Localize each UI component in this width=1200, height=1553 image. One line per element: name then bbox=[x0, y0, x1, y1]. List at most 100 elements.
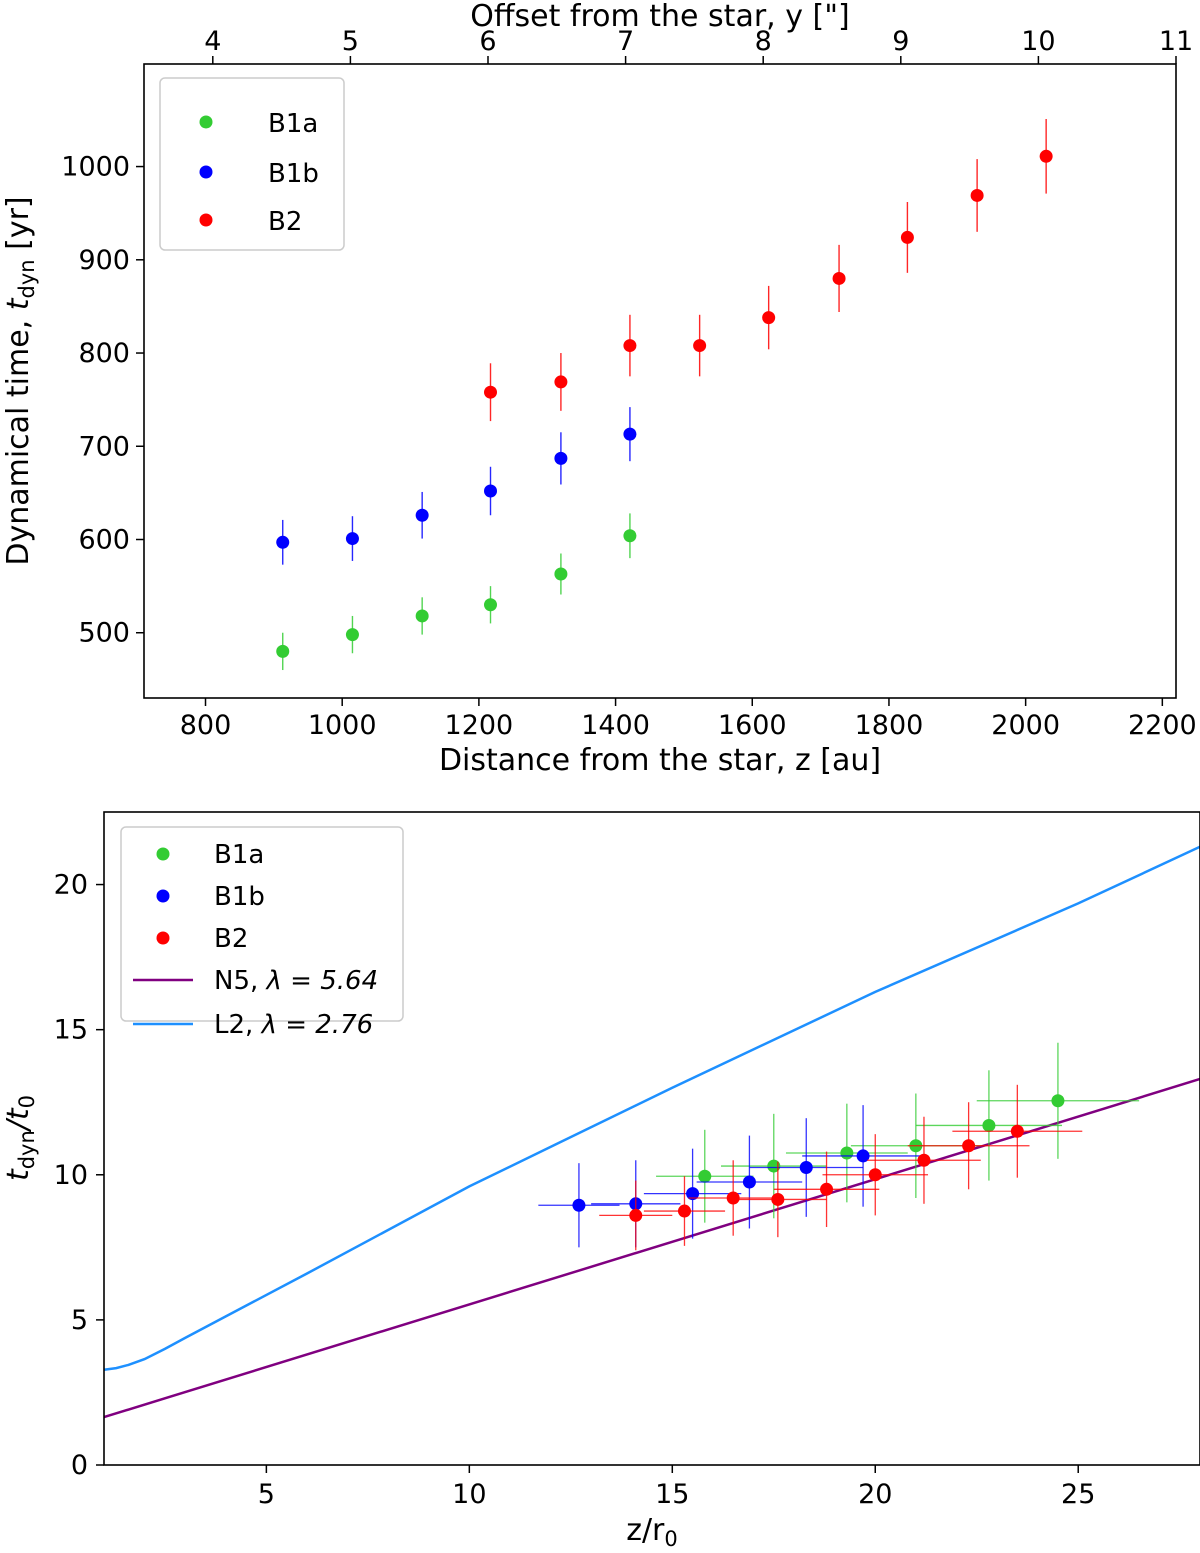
bottom-legend-l2-lambda-prefix: , bbox=[245, 1010, 262, 1040]
top-upper-x-tick-label: 11 bbox=[1159, 26, 1193, 57]
bottom-y-tick-label: 10 bbox=[54, 1160, 88, 1191]
bottom-point-b2 bbox=[917, 1153, 931, 1167]
bottom-point-b1a bbox=[698, 1169, 712, 1183]
top-x-tick-label: 2000 bbox=[991, 710, 1060, 741]
bottom-point-b1a bbox=[767, 1159, 781, 1173]
bottom-point-b2 bbox=[1010, 1124, 1024, 1138]
bottom-point-b2 bbox=[677, 1204, 691, 1218]
bottom-legend-marker-b2 bbox=[156, 931, 170, 945]
top-point-b2 bbox=[832, 271, 846, 285]
top-x-tick-label: 800 bbox=[180, 710, 232, 741]
top-point-b1a bbox=[345, 628, 359, 642]
bottom-model-line-n5 bbox=[103, 1077, 1200, 1419]
top-y-axis-label: Dynamical time, tdyn [yr] bbox=[1, 196, 39, 565]
top-upper-x-tick-label: 9 bbox=[892, 26, 909, 57]
top-legend-label-b2: B2 bbox=[268, 207, 302, 237]
top-data-marks bbox=[276, 119, 1053, 671]
bottom-y-tick-label: 20 bbox=[54, 870, 88, 901]
bottom-y-axis-label-sub: dyn bbox=[15, 1130, 39, 1169]
top-y-ticks: 500 600 700 800 900 1000 bbox=[61, 152, 144, 649]
bottom-y-tick-label: 15 bbox=[54, 1015, 88, 1046]
bottom-x-tick-label: 25 bbox=[1061, 1479, 1095, 1510]
bottom-y-axis-label-div: /t bbox=[1, 1107, 36, 1133]
bottom-x-ticks: 5 10 15 20 25 bbox=[258, 1465, 1095, 1510]
top-point-b2 bbox=[762, 311, 776, 325]
top-x-tick-label: 1800 bbox=[855, 710, 924, 741]
bottom-y-axis-label-var: t bbox=[1, 1168, 36, 1181]
top-y-axis-label-main: Dynamical time, bbox=[1, 310, 36, 565]
bottom-point-b1a bbox=[1051, 1094, 1065, 1108]
top-plot-frame bbox=[143, 63, 1177, 699]
bottom-model-line-l2 bbox=[103, 845, 1200, 1372]
top-y-tick-label: 900 bbox=[78, 245, 130, 276]
top-legend-marker-b1b bbox=[199, 165, 213, 179]
bottom-point-b2 bbox=[629, 1208, 643, 1222]
top-upper-x-axis-label: Offset from the star, y ["] bbox=[470, 0, 849, 34]
bottom-y-axis-label: tdyn/t0 bbox=[1, 1095, 39, 1181]
top-x-tick-label: 1600 bbox=[718, 710, 787, 741]
top-legend-marker-b2 bbox=[199, 213, 213, 227]
top-point-b1b bbox=[415, 508, 429, 522]
bottom-y-ticks: 0 5 10 15 20 bbox=[54, 870, 104, 1481]
top-legend: B1a B1b B2 bbox=[159, 77, 345, 251]
top-point-b1a bbox=[415, 609, 429, 623]
top-y-tick-label: 700 bbox=[78, 431, 130, 462]
top-point-b2 bbox=[554, 375, 568, 389]
top-point-b1b bbox=[345, 532, 359, 546]
top-y-tick-label: 500 bbox=[78, 618, 130, 649]
bottom-plot-frame bbox=[103, 811, 1200, 1466]
bottom-x-axis-label-var: z/r bbox=[626, 1513, 665, 1548]
bottom-x-tick-label: 5 bbox=[258, 1479, 275, 1510]
bottom-legend-label-b1b: B1b bbox=[214, 882, 265, 912]
bottom-point-b2 bbox=[771, 1192, 785, 1206]
bottom-legend-l2-lambda: λ = 2.76 bbox=[260, 1010, 374, 1040]
top-point-b1b bbox=[484, 484, 498, 498]
bottom-y-tick-label: 5 bbox=[71, 1305, 88, 1336]
bottom-legend-marker-b1b bbox=[156, 889, 170, 903]
bottom-legend-label-b1a: B1a bbox=[214, 840, 264, 870]
top-upper-x-tick-label: 6 bbox=[479, 26, 496, 57]
top-point-b1b bbox=[276, 535, 290, 549]
top-point-b2 bbox=[693, 339, 707, 353]
bottom-legend-marker-b1a bbox=[156, 847, 170, 861]
top-point-b2 bbox=[900, 230, 914, 244]
top-point-b1a bbox=[554, 567, 568, 581]
bottom-point-b2 bbox=[962, 1139, 976, 1153]
bottom-y-tick-label: 0 bbox=[71, 1450, 88, 1481]
top-upper-x-tick-label: 7 bbox=[617, 26, 634, 57]
bottom-x-tick-label: 15 bbox=[655, 1479, 689, 1510]
top-point-b2 bbox=[623, 339, 637, 353]
top-point-b2 bbox=[1039, 149, 1053, 163]
top-y-tick-label: 1000 bbox=[61, 152, 130, 183]
top-point-b2 bbox=[970, 188, 984, 202]
top-point-b1a bbox=[276, 644, 290, 658]
bottom-point-b1b bbox=[856, 1149, 870, 1163]
top-upper-x-ticks: 4 5 6 7 8 9 10 11 bbox=[204, 26, 1193, 64]
top-point-b1a bbox=[484, 598, 498, 612]
top-y-tick-label: 600 bbox=[78, 525, 130, 556]
top-point-b1b bbox=[623, 427, 637, 441]
bottom-point-b1b bbox=[686, 1187, 700, 1201]
bottom-x-axis-label-sub: 0 bbox=[664, 1527, 677, 1551]
bottom-y-axis-label-sub2: 0 bbox=[15, 1095, 39, 1108]
bottom-data-marks bbox=[538, 1042, 1140, 1251]
bottom-x-axis-label: z/r0 bbox=[626, 1513, 678, 1551]
top-x-tick-label: 2200 bbox=[1128, 710, 1197, 741]
top-x-tick-label: 1400 bbox=[581, 710, 650, 741]
top-upper-x-tick-label: 4 bbox=[204, 26, 221, 57]
top-upper-x-tick-label: 10 bbox=[1021, 26, 1055, 57]
bottom-legend-n5-name: N5 bbox=[214, 966, 250, 996]
top-legend-label-b1b: B1b bbox=[268, 159, 319, 189]
bottom-point-b1a bbox=[982, 1118, 996, 1132]
bottom-point-b1b bbox=[799, 1161, 813, 1175]
bottom-point-b1a bbox=[840, 1146, 854, 1160]
top-legend-marker-b1a bbox=[199, 115, 213, 129]
bottom-point-b2 bbox=[868, 1168, 882, 1182]
top-point-b1a bbox=[623, 529, 637, 543]
bottom-legend-l2-name: L2 bbox=[214, 1010, 245, 1040]
bottom-point-b2 bbox=[820, 1182, 834, 1196]
bottom-legend-n5-lambda-prefix: , bbox=[250, 966, 267, 996]
bottom-legend-label-n5: N5, λ = 5.64 bbox=[214, 966, 378, 996]
